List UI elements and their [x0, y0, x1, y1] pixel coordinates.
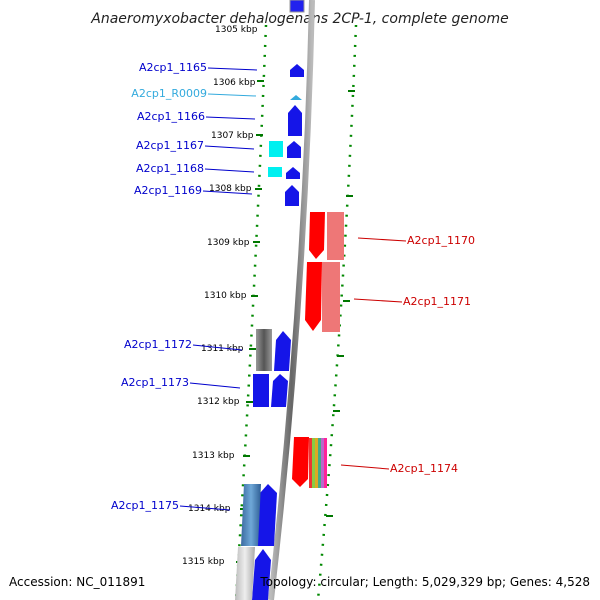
gene-label[interactable]: A2cp1_R0009: [131, 87, 207, 100]
kbp-tick: [346, 195, 353, 197]
gene-arrow-a2cp1-1173[interactable]: [271, 374, 288, 407]
kbp-label: 1315 kbp: [182, 557, 225, 567]
gene-label[interactable]: A2cp1_1165: [139, 61, 207, 74]
gene-arrow-a2cp1-1165[interactable]: [290, 64, 304, 77]
genome-backbone: [268, 0, 315, 600]
cyan-block[interactable]: [268, 167, 282, 177]
kbp-tick: [348, 90, 355, 92]
gene-arrow-a2cp1-1167[interactable]: [287, 141, 301, 158]
kbp-label: 1312 kbp: [197, 397, 240, 407]
topology-text: Topology: circular; Length: 5,029,329 bp…: [259, 575, 590, 589]
kbp-tick: [251, 295, 258, 297]
kbp-tick: [255, 188, 262, 190]
secondary-genes: [235, 141, 283, 600]
gene-arrow-a2cp1-1174[interactable]: [292, 437, 309, 487]
kbp-label: 1306 kbp: [213, 78, 256, 88]
gene-label[interactable]: A2cp1_1175: [111, 499, 179, 512]
gene-block-1171[interactable]: [322, 262, 340, 332]
gene-label[interactable]: A2cp1_1169: [134, 184, 202, 197]
kbp-label: 1314 kbp: [188, 504, 231, 514]
gene-arrow-a2cp1-1175[interactable]: [257, 484, 277, 546]
kbp-tick: [256, 134, 263, 136]
gene-label[interactable]: A2cp1_1171: [403, 295, 471, 308]
outer-ring-guides: [234, 24, 358, 600]
kbp-label: 1305 kbp: [215, 25, 258, 35]
genome-title: Anaeromyxobacter dehalogenans 2CP-1, com…: [90, 11, 508, 27]
left-gene-labels: A2cp1_1165 A2cp1_R0009 A2cp1_1166 A2cp1_…: [111, 61, 258, 512]
light-block[interactable]: [235, 547, 255, 600]
kbp-tick: [343, 300, 350, 302]
gene-label[interactable]: A2cp1_1172: [124, 338, 192, 351]
kbp-label: 1307 kbp: [211, 131, 254, 141]
steel-block[interactable]: [241, 484, 261, 546]
forward-strand-genes: [252, 64, 304, 600]
gene-arrow-a2cp1-r0009[interactable]: [290, 95, 302, 100]
kbp-tick: [243, 455, 250, 457]
kbp-label: 1308 kbp: [209, 184, 252, 194]
kbp-label: 1309 kbp: [207, 238, 250, 248]
kbp-label: 1310 kbp: [204, 291, 247, 301]
right-gene-labels: A2cp1_1170 A2cp1_1171 A2cp1_1174: [340, 234, 475, 475]
kbp-tick: [249, 348, 256, 350]
gene-label[interactable]: A2cp1_1170: [407, 234, 475, 247]
multicolor-gene-block[interactable]: [309, 438, 327, 488]
kbp-tick: [253, 241, 260, 243]
gene-arrow-a2cp1-1171[interactable]: [305, 262, 322, 331]
gene-block-1170[interactable]: [327, 212, 344, 260]
accession-text: Accession: NC_011891: [9, 575, 145, 589]
kbp-tick: [337, 355, 344, 357]
gene-label[interactable]: A2cp1_1167: [136, 139, 204, 152]
kbp-tick: [333, 410, 340, 412]
gene-label[interactable]: A2cp1_1168: [136, 162, 204, 175]
gene-block-top[interactable]: [289, 0, 305, 13]
kbp-axis: 1305 kbp 1306 kbp 1307 kbp 1308 kbp 1309…: [182, 25, 355, 567]
gene-arrow-a2cp1-1166[interactable]: [288, 105, 302, 136]
kbp-label: 1313 kbp: [192, 451, 235, 461]
gene-arrow-a2cp1-1168[interactable]: [286, 167, 300, 179]
gene-arrow-a2cp1-1170[interactable]: [309, 212, 325, 259]
gene-label[interactable]: A2cp1_1173: [121, 376, 189, 389]
kbp-tick: [257, 80, 264, 82]
kbp-tick: [246, 401, 253, 403]
reverse-strand-genes: [292, 212, 344, 488]
gene-arrow-lower[interactable]: [252, 549, 271, 600]
gene-arrow-a2cp1-1169[interactable]: [285, 185, 299, 206]
cyan-block[interactable]: [269, 141, 283, 157]
gene-label[interactable]: A2cp1_1166: [137, 110, 205, 123]
kbp-label: 1311 kbp: [201, 344, 244, 354]
blue-block[interactable]: [253, 374, 269, 407]
gene-arrow-a2cp1-1172[interactable]: [274, 331, 291, 371]
grey-block[interactable]: [256, 329, 272, 371]
gene-label[interactable]: A2cp1_1174: [390, 462, 458, 475]
kbp-tick: [326, 515, 333, 517]
